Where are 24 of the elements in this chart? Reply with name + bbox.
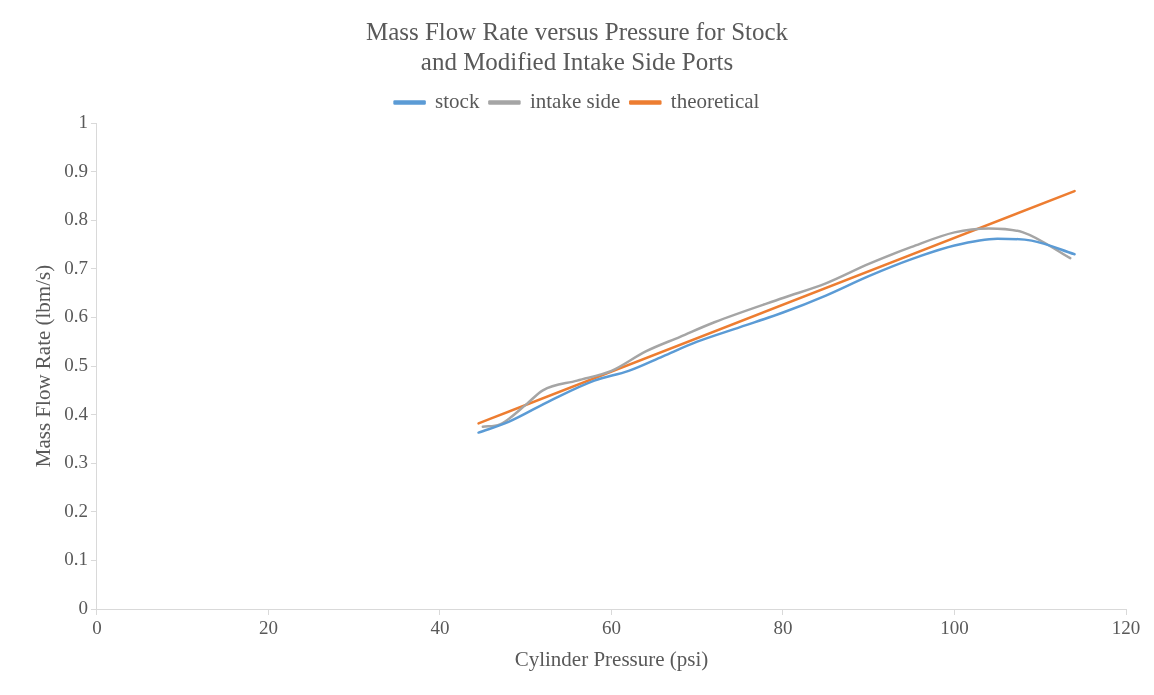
y-tick-label: 0.6 xyxy=(64,305,88,327)
y-tick-label: 0.5 xyxy=(64,353,88,375)
x-tick-label: 20 xyxy=(258,617,278,639)
x-tick-label: 60 xyxy=(601,617,621,639)
y-axis-title: Mass Flow Rate (lbm/s) xyxy=(31,264,56,468)
y-tick-label: 0 xyxy=(78,596,88,618)
x-tick-label: 120 xyxy=(1111,617,1141,639)
legend-label: stock xyxy=(435,89,480,114)
y-tick-label: 0.7 xyxy=(64,256,88,278)
legend-label: theoretical xyxy=(670,89,760,114)
x-tick-label: 80 xyxy=(773,617,793,639)
legend-label: intake side xyxy=(529,89,621,114)
chart-title: Mass Flow Rate versus Pressure for Stock and Modified Intake Side Ports xyxy=(365,17,789,75)
x-tick-label: 40 xyxy=(430,617,450,639)
x-tick-label: 0 xyxy=(92,617,102,639)
y-tick-label: 0.9 xyxy=(64,159,88,181)
y-tick-label: 0.3 xyxy=(64,451,88,473)
x-tick-label: 100 xyxy=(940,617,969,639)
y-tick-label: 0.1 xyxy=(64,548,88,570)
y-tick-label: 1 xyxy=(78,110,88,132)
y-tick-label: 0.2 xyxy=(64,499,88,521)
x-axis-title: Cylinder Pressure (psi) xyxy=(514,646,709,671)
y-tick-label: 0.8 xyxy=(64,208,88,230)
y-tick-label: 0.4 xyxy=(64,402,89,424)
